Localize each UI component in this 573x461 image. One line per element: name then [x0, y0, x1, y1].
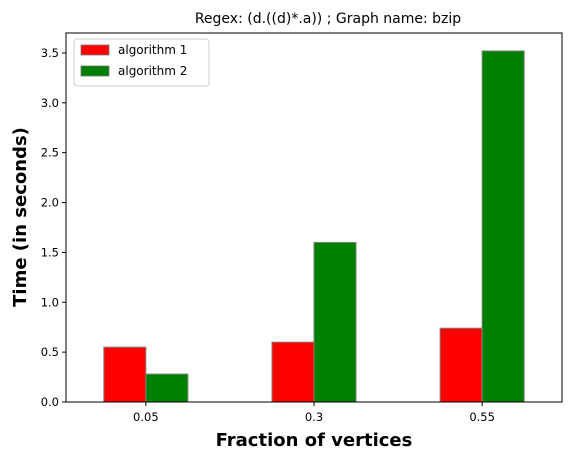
- x-tick-label: 0.3: [305, 410, 323, 424]
- legend-swatch-algorithm-2: [80, 65, 110, 77]
- legend-label-algorithm-2: algorithm 2: [118, 64, 187, 78]
- y-tick-label: 3.0: [41, 96, 59, 110]
- bars-layer: [103, 50, 525, 403]
- x-axis-label: Fraction of vertices: [216, 430, 413, 451]
- bar-algorithm-2-0-55: [481, 50, 525, 403]
- y-tick-label: 1.0: [41, 295, 59, 309]
- bar-algorithm-2-0-05: [145, 373, 189, 403]
- legend: algorithm 1 algorithm 2: [73, 38, 210, 87]
- y-tick-label: 2.5: [41, 146, 59, 160]
- y-tick-label: 0.0: [41, 395, 59, 409]
- y-axis-label: Time (in seconds): [10, 127, 31, 307]
- x-tick-label: 0.05: [133, 410, 159, 424]
- y-tick-label: 1.5: [41, 245, 59, 259]
- legend-swatch-algorithm-1: [80, 44, 110, 56]
- chart-title: Regex: (d.((d)*.a)) ; Graph name: bzip: [195, 11, 461, 27]
- bar-algorithm-1-0-05: [103, 346, 147, 403]
- bar-algorithm-1-0-55: [439, 327, 483, 403]
- bar-algorithm-1-0-3: [271, 341, 315, 403]
- y-tick-label: 3.5: [41, 46, 59, 60]
- y-tick-label: 0.5: [41, 345, 59, 359]
- y-axis-ticks: 0.0 0.5 1.0 1.5 2.0 2.5 3.0 3.5: [41, 46, 66, 409]
- legend-label-algorithm-1: algorithm 1: [118, 43, 187, 57]
- x-tick-label: 0.55: [469, 410, 495, 424]
- x-axis-ticks: 0.05 0.3 0.55: [133, 402, 495, 424]
- y-tick-label: 2.0: [41, 196, 59, 210]
- bar-algorithm-2-0-3: [313, 241, 357, 403]
